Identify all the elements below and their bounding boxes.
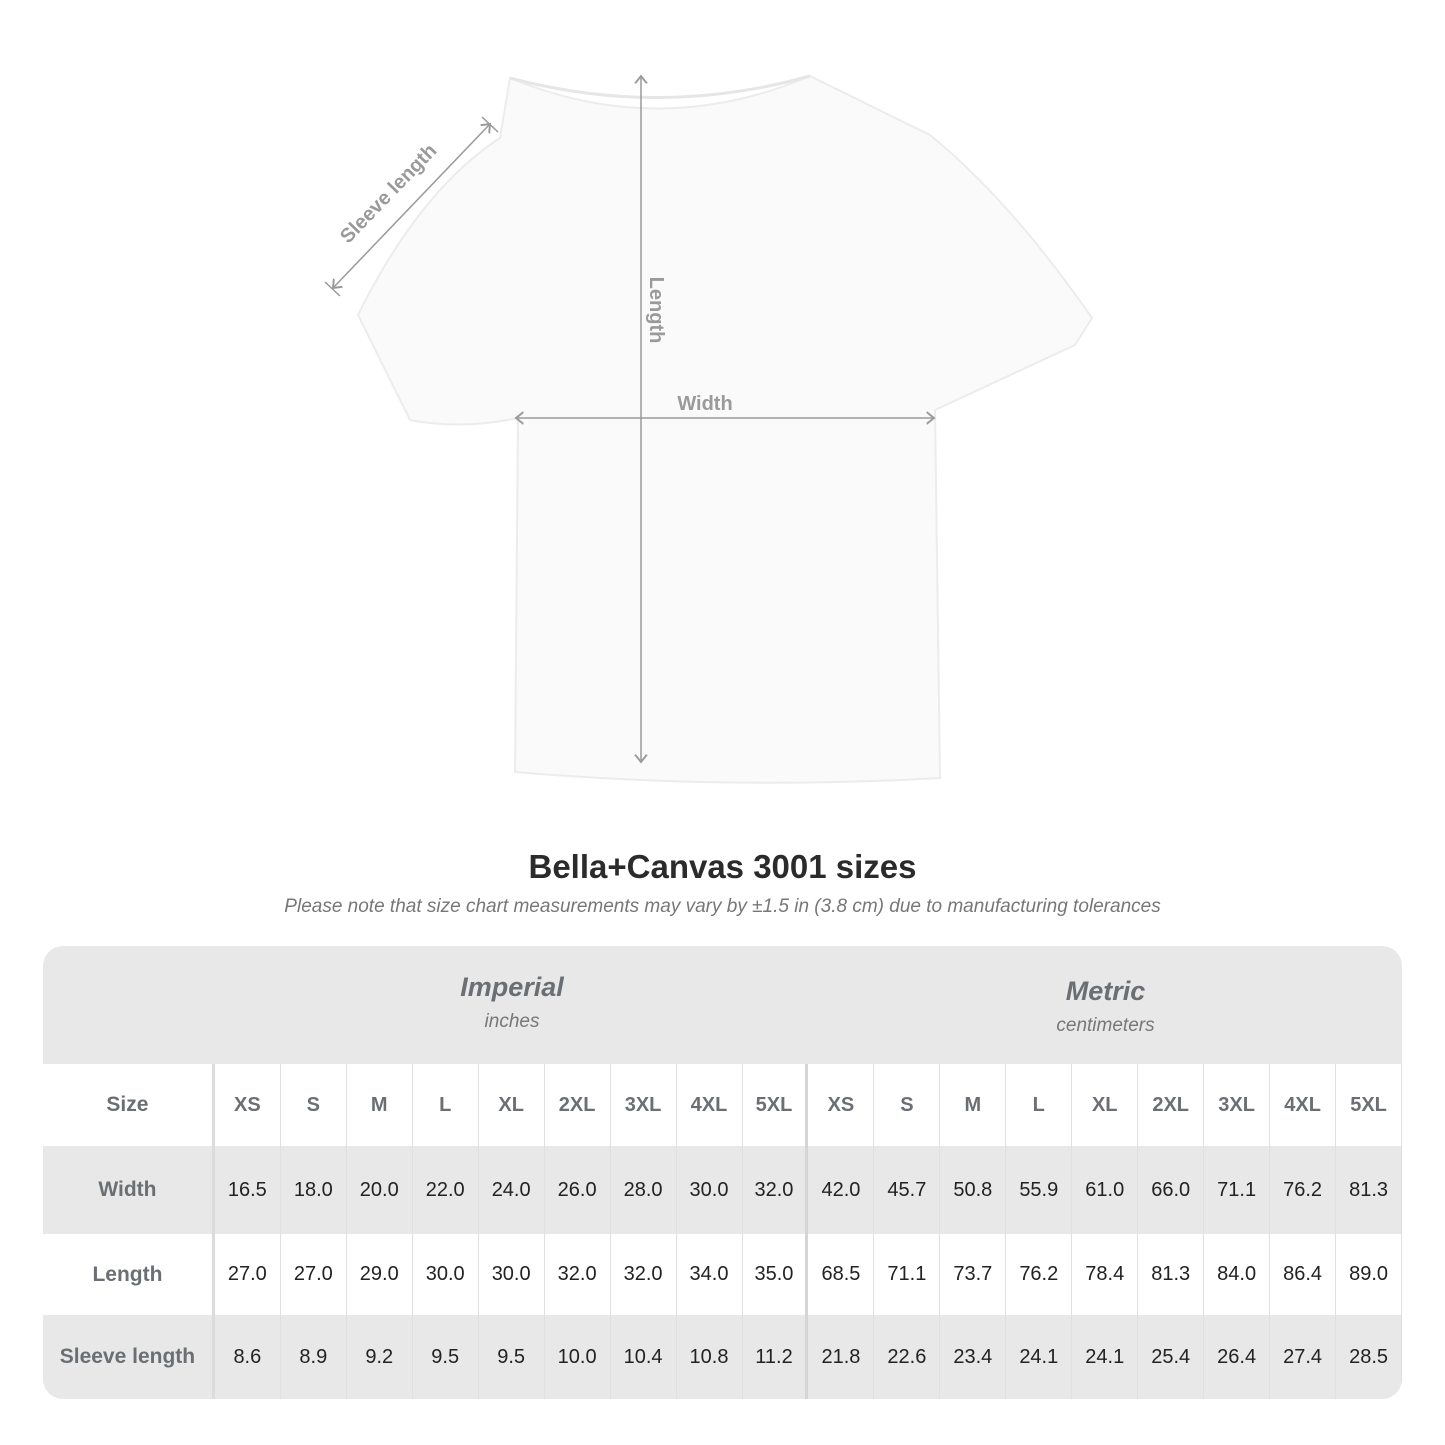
- tolerance-note: Please note that size chart measurements…: [284, 896, 1161, 917]
- size-header-cell: L: [413, 1064, 479, 1146]
- value-cell: 25.4: [1138, 1315, 1205, 1399]
- size-header-cell: XS: [215, 1064, 281, 1146]
- value-cell: 50.8: [940, 1146, 1007, 1234]
- value-cell: 73.7: [940, 1234, 1007, 1315]
- size-header-cell: S: [281, 1064, 347, 1146]
- tshirt-shape: [356, 74, 1094, 784]
- value-cell: 20.0: [347, 1146, 413, 1234]
- metric-title: Metric: [1065, 976, 1146, 1006]
- value-cell: 21.8: [808, 1315, 875, 1399]
- size-header-cell: XL: [1072, 1064, 1139, 1146]
- size-header-cell: 5XL: [1336, 1064, 1402, 1146]
- value-cell: 76.2: [1006, 1234, 1073, 1315]
- value-cell: 76.2: [1270, 1146, 1337, 1234]
- row-label: Sleeve length: [43, 1315, 215, 1399]
- value-cell: 10.8: [677, 1315, 743, 1399]
- row-label: Length: [43, 1234, 215, 1315]
- value-cell: 24.1: [1072, 1315, 1139, 1399]
- width-label: Width: [677, 393, 732, 415]
- metric-unit: centimeters: [1056, 1015, 1155, 1036]
- imperial-unit: inches: [484, 1011, 540, 1032]
- value-cell: 8.9: [281, 1315, 347, 1399]
- value-cell: 22.0: [413, 1146, 479, 1234]
- value-cell: 26.4: [1204, 1315, 1271, 1399]
- tshirt-diagram: Sleeve length Length Width: [324, 0, 1094, 784]
- value-cell: 26.0: [545, 1146, 611, 1234]
- value-cell: 32.0: [743, 1146, 809, 1234]
- size-header-cell: 3XL: [1204, 1064, 1271, 1146]
- value-cell: 8.6: [215, 1315, 281, 1399]
- value-cell: 71.1: [874, 1234, 941, 1315]
- size-header-cell: 5XL: [743, 1064, 809, 1146]
- value-cell: 89.0: [1336, 1234, 1402, 1315]
- value-cell: 42.0: [808, 1146, 875, 1234]
- value-cell: 66.0: [1138, 1146, 1205, 1234]
- value-cell: 24.1: [1006, 1315, 1073, 1399]
- value-cell: 16.5: [215, 1146, 281, 1234]
- size-header-cell: 2XL: [1138, 1064, 1205, 1146]
- table-row-sleeve-length: Sleeve length 8.6 8.9 9.2 9.5 9.5 10.0 10.4 10.8…: [43, 1315, 1402, 1399]
- value-cell: 10.4: [611, 1315, 677, 1399]
- row-label: Width: [43, 1146, 215, 1234]
- value-cell: 22.6: [874, 1315, 941, 1399]
- value-cell: 81.3: [1138, 1234, 1205, 1315]
- size-header-cell: 3XL: [611, 1064, 677, 1146]
- size-header-cell: XL: [479, 1064, 545, 1146]
- value-cell: 86.4: [1270, 1234, 1337, 1315]
- value-cell: 18.0: [281, 1146, 347, 1234]
- value-cell: 55.9: [1006, 1146, 1073, 1234]
- metric-header: Metric centimeters: [809, 950, 1402, 1068]
- value-cell: 9.2: [347, 1315, 413, 1399]
- value-cell: 32.0: [545, 1234, 611, 1315]
- imperial-header: Imperial inches: [215, 946, 809, 1064]
- row-label: Size: [43, 1064, 215, 1146]
- value-cell: 28.0: [611, 1146, 677, 1234]
- value-cell: 61.0: [1072, 1146, 1139, 1234]
- size-header-cell: 4XL: [1270, 1064, 1337, 1146]
- table-row-length: Length 27.0 27.0 29.0 30.0 30.0 32.0 32.0 34.0 35…: [43, 1234, 1402, 1315]
- value-cell: 68.5: [808, 1234, 875, 1315]
- size-table: Imperial inches Metric centimeters Size X…: [43, 946, 1402, 1399]
- size-header-cell: S: [874, 1064, 941, 1146]
- value-cell: 11.2: [743, 1315, 809, 1399]
- size-header-cell: 2XL: [545, 1064, 611, 1146]
- value-cell: 27.4: [1270, 1315, 1337, 1399]
- value-cell: 27.0: [281, 1234, 347, 1315]
- table-row-width: Width 16.5 18.0 20.0 22.0 24.0 26.0 28.0 30.0 32.…: [43, 1146, 1402, 1234]
- value-cell: 30.0: [479, 1234, 545, 1315]
- value-cell: 45.7: [874, 1146, 941, 1234]
- sleeve-arrow: [333, 124, 490, 288]
- size-header-cell: M: [347, 1064, 413, 1146]
- value-cell: 30.0: [677, 1146, 743, 1234]
- value-cell: 71.1: [1204, 1146, 1271, 1234]
- size-header-cell: 4XL: [677, 1064, 743, 1146]
- value-cell: 9.5: [413, 1315, 479, 1399]
- value-cell: 10.0: [545, 1315, 611, 1399]
- size-header-cell: XS: [808, 1064, 875, 1146]
- length-label: Length: [645, 277, 667, 344]
- value-cell: 35.0: [743, 1234, 809, 1315]
- value-cell: 34.0: [677, 1234, 743, 1315]
- value-cell: 29.0: [347, 1234, 413, 1315]
- imperial-title: Imperial: [460, 972, 564, 1002]
- value-cell: 84.0: [1204, 1234, 1271, 1315]
- value-cell: 27.0: [215, 1234, 281, 1315]
- value-cell: 24.0: [479, 1146, 545, 1234]
- value-cell: 32.0: [611, 1234, 677, 1315]
- size-header-cell: L: [1006, 1064, 1073, 1146]
- value-cell: 30.0: [413, 1234, 479, 1315]
- value-cell: 81.3: [1336, 1146, 1402, 1234]
- value-cell: 23.4: [940, 1315, 1007, 1399]
- value-cell: 28.5: [1336, 1315, 1402, 1399]
- value-cell: 9.5: [479, 1315, 545, 1399]
- value-cell: 78.4: [1072, 1234, 1139, 1315]
- chart-title: Bella+Canvas 3001 sizes: [528, 848, 917, 885]
- size-header-cell: M: [940, 1064, 1007, 1146]
- size-header-row: Size XS S M L XL 2XL 3XL 4XL 5XL XS S M L XL 2XL 3XL 4XL 5…: [43, 1064, 1402, 1146]
